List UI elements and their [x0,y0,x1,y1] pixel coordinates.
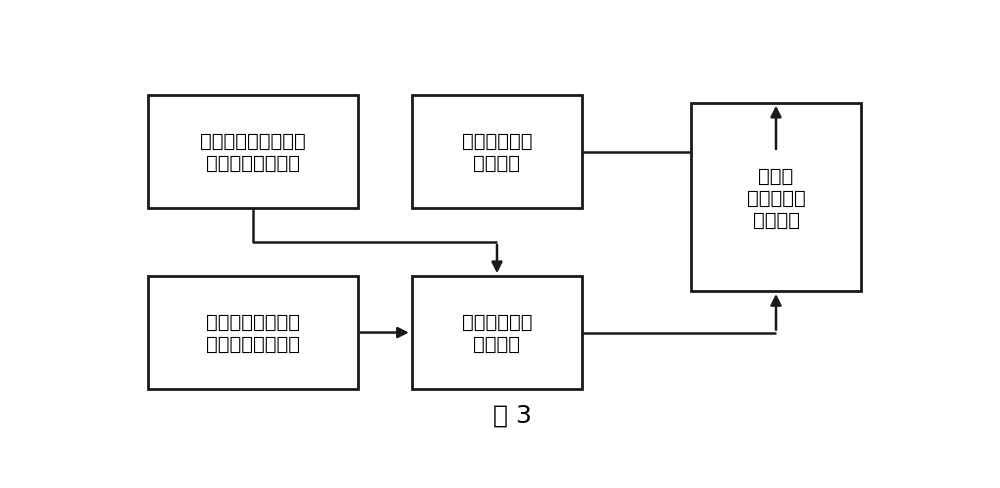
Text: 图 3: 图 3 [493,403,532,427]
Text: 天文导航星敏感器
高度角方位角信息: 天文导航星敏感器 高度角方位角信息 [206,312,300,353]
Text: 惯性导航信息及解算
高度角方位角信息: 惯性导航信息及解算 高度角方位角信息 [200,132,306,173]
Text: 建立导航系统
状态方程: 建立导航系统 状态方程 [462,132,532,173]
FancyBboxPatch shape [691,103,861,291]
FancyBboxPatch shape [148,277,358,389]
FancyBboxPatch shape [412,96,582,209]
Text: 建立导航系统
量测方程: 建立导航系统 量测方程 [462,312,532,353]
Text: 高度角
方位角匹配
传递对准: 高度角 方位角匹配 传递对准 [747,166,805,229]
FancyBboxPatch shape [412,277,582,389]
FancyBboxPatch shape [148,96,358,209]
